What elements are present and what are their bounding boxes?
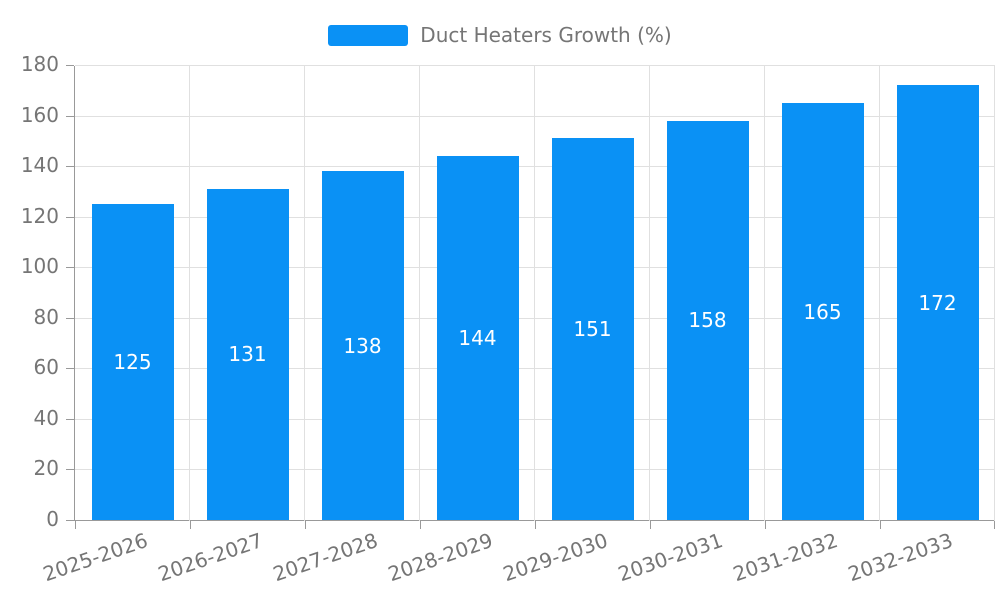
bar-value-label: 172 (918, 290, 957, 315)
y-axis-tick (66, 469, 74, 471)
grid-line-vertical (764, 66, 765, 521)
grid-line-vertical (304, 66, 305, 521)
grid-line-vertical (879, 66, 880, 521)
bar-value-label: 151 (573, 317, 612, 342)
bar-value-label: 144 (458, 326, 497, 350)
bar: 144 (436, 156, 519, 520)
grid-line-vertical (419, 66, 420, 521)
x-axis-tick (880, 521, 881, 529)
x-axis-tick (420, 521, 421, 529)
y-axis-tick-label: 0 (46, 507, 59, 531)
grid-line-horizontal (75, 65, 995, 66)
y-axis-tick-label: 140 (20, 153, 59, 178)
bar-value-label: 138 (343, 333, 382, 358)
grid-line-horizontal (75, 317, 995, 319)
legend-label: Duct Heaters Growth (%) (420, 23, 672, 47)
grid-line-horizontal (75, 115, 995, 117)
x-axis-tick-label: 2030-2031 (615, 528, 727, 587)
x-axis-tick-label: 2027-2028 (270, 528, 382, 587)
grid-line-vertical (649, 66, 650, 521)
grid-line-horizontal (75, 166, 995, 168)
x-axis-tick (994, 521, 995, 529)
y-axis-tick (66, 115, 74, 117)
y-axis-tick-label: 160 (20, 102, 59, 127)
y-axis-tick-label: 60 (33, 355, 59, 380)
y-axis-tick-label: 180 (20, 52, 59, 76)
y-axis-tick (66, 418, 74, 420)
bar: 125 (91, 204, 174, 520)
chart-legend[interactable]: Duct Heaters Growth (%) (0, 20, 1000, 50)
y-axis-tick (66, 267, 74, 269)
x-axis-tick (305, 521, 306, 529)
bar-value-label: 125 (113, 350, 152, 374)
bar-value-label: 131 (228, 342, 267, 367)
bar: 151 (551, 138, 634, 520)
y-axis-tick (66, 368, 74, 370)
y-axis-tick (66, 65, 74, 66)
grid-line-horizontal (75, 368, 995, 370)
x-axis-tick-label: 2029-2030 (500, 528, 612, 587)
grid-line-vertical (189, 66, 190, 521)
grid-line-vertical (994, 66, 995, 521)
x-axis-tick (190, 521, 191, 529)
bar-value-label: 165 (803, 299, 842, 324)
bar: 165 (781, 102, 864, 520)
x-axis-tick-label: 2026-2027 (155, 528, 267, 587)
x-axis-tick-label: 2032-2033 (845, 528, 957, 587)
y-axis-tick-label: 100 (20, 254, 59, 279)
y-axis-tick-label: 40 (33, 405, 59, 430)
y-axis-tick (66, 317, 74, 319)
bar: 138 (321, 171, 404, 520)
y-axis-tick-label: 20 (33, 456, 59, 481)
bar: 131 (206, 188, 289, 520)
x-axis-tick (535, 521, 536, 529)
grid-line-vertical (534, 66, 535, 521)
bar: 172 (896, 85, 979, 520)
legend-swatch-icon (328, 24, 409, 46)
y-axis-tick-label: 80 (33, 304, 59, 329)
bar: 158 (666, 120, 749, 520)
x-axis-tick-label: 2025-2026 (40, 528, 152, 587)
grid-line-horizontal (75, 418, 995, 420)
x-axis-tick-label: 2028-2029 (385, 528, 497, 587)
x-axis-tick (650, 521, 651, 529)
grid-line-horizontal (75, 216, 995, 218)
plot-area: 0 20 40 60 80 100 120 140 160 180 2025-2026 125 2026… (21, 52, 995, 586)
grid-line-horizontal (75, 469, 995, 471)
x-axis-tick-label: 2031-2032 (730, 528, 842, 587)
x-axis-tick (75, 521, 76, 529)
y-axis-tick (66, 166, 74, 168)
grid-line-horizontal (75, 267, 995, 269)
y-axis-tick (66, 520, 74, 521)
bar-value-label: 158 (688, 308, 727, 333)
y-axis-tick-label: 120 (20, 203, 59, 228)
y-axis-tick (66, 216, 74, 218)
x-axis-tick (765, 521, 766, 529)
